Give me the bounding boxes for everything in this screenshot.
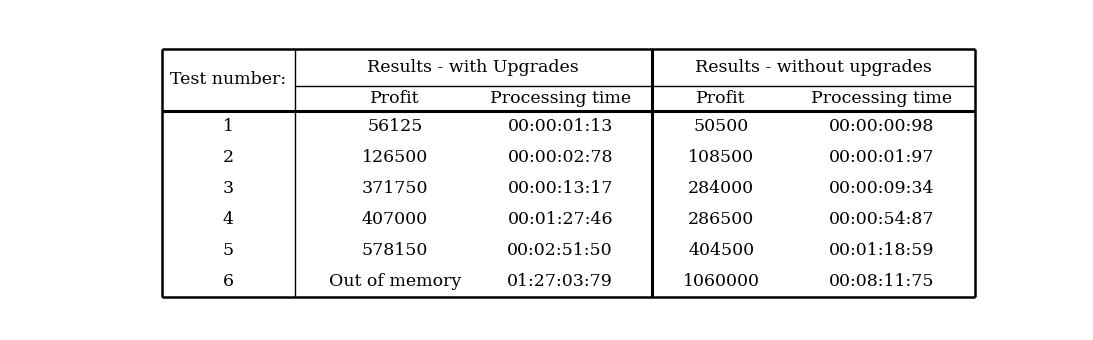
Text: 00:00:00:98: 00:00:00:98 [830,118,935,135]
Text: Results - with Upgrades: Results - with Upgrades [367,59,579,76]
Text: 407000: 407000 [362,211,428,228]
Text: Results - without upgrades: Results - without upgrades [695,59,932,76]
Text: 108500: 108500 [689,149,754,166]
Text: 284000: 284000 [689,180,754,197]
Text: Profit: Profit [696,90,745,107]
Text: 5: 5 [223,242,234,259]
Text: 00:01:18:59: 00:01:18:59 [830,242,935,259]
Text: Profit: Profit [371,90,420,107]
Text: 00:01:27:46: 00:01:27:46 [507,211,613,228]
Text: 00:00:02:78: 00:00:02:78 [507,149,613,166]
Text: 00:00:09:34: 00:00:09:34 [830,180,935,197]
Text: 404500: 404500 [689,242,754,259]
Text: 126500: 126500 [362,149,428,166]
Text: 01:27:03:79: 01:27:03:79 [507,273,613,290]
Text: 3: 3 [223,180,234,197]
Text: 00:00:54:87: 00:00:54:87 [830,211,935,228]
Text: 50500: 50500 [693,118,749,135]
Text: 00:00:13:17: 00:00:13:17 [507,180,613,197]
Text: 578150: 578150 [362,242,428,259]
Text: 56125: 56125 [367,118,423,135]
Text: 1: 1 [223,118,234,135]
Text: 4: 4 [223,211,234,228]
Text: Processing time: Processing time [811,90,953,107]
Text: Out of memory: Out of memory [329,273,461,290]
Text: 2: 2 [223,149,234,166]
Text: 1060000: 1060000 [683,273,760,290]
Text: 286500: 286500 [687,211,754,228]
Text: 00:08:11:75: 00:08:11:75 [830,273,935,290]
Text: 6: 6 [223,273,234,290]
Text: 00:00:01:13: 00:00:01:13 [507,118,613,135]
Text: 00:00:01:97: 00:00:01:97 [830,149,935,166]
Text: 371750: 371750 [362,180,428,197]
Text: Test number:: Test number: [171,71,286,88]
Text: Processing time: Processing time [490,90,631,107]
Text: 00:02:51:50: 00:02:51:50 [507,242,613,259]
